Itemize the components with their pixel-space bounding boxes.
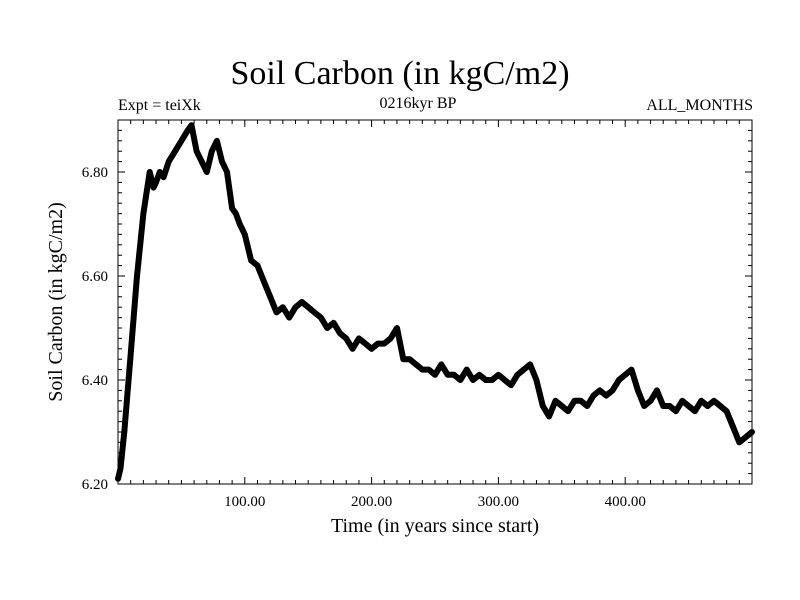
x-tick-label: 200.00 (351, 494, 392, 510)
x-tick-label: 400.00 (605, 494, 646, 510)
x-tick-label: 100.00 (224, 494, 265, 510)
plot-frame (117, 119, 753, 485)
x-axis: 100.00 200.00 300.00 400.00 (130, 120, 740, 510)
experiment-label: Expt = teiXk (118, 97, 201, 114)
y-axis-label: Soil Carbon (in kgC/m2) (45, 202, 67, 401)
y-tick-label: 6.60 (82, 269, 108, 285)
y-tick-label: 6.20 (82, 477, 108, 493)
y-tick-label: 6.80 (82, 165, 108, 181)
x-axis-label: Time (in years since start) (331, 515, 539, 537)
period-label: 0216kyr BP (379, 95, 457, 112)
y-axis: 6.20 6.40 6.60 6.80 (82, 119, 752, 493)
y-tick-label: 6.40 (82, 373, 108, 389)
chart-title: Soil Carbon (in kgC/m2) (230, 55, 570, 92)
months-label: ALL_MONTHS (646, 97, 753, 114)
series-line (115, 122, 755, 482)
x-tick-label: 300.00 (478, 494, 519, 510)
